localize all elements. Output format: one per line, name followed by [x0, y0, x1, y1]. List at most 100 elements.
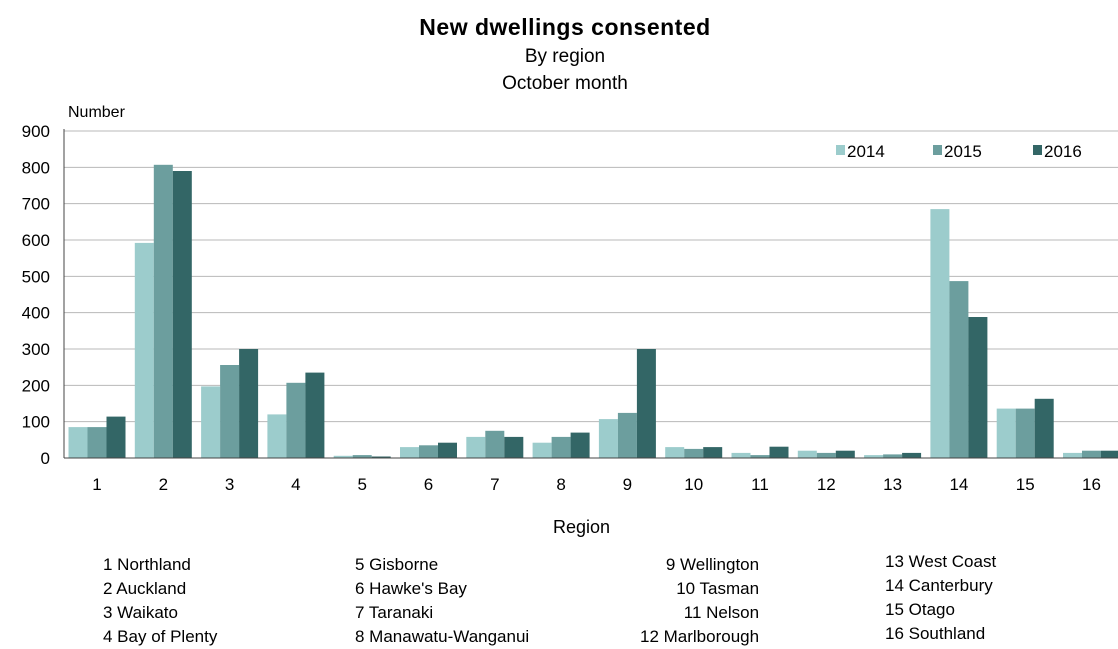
legend: 2014 2015 2016	[836, 142, 1082, 161]
legend-swatch-2014	[836, 145, 845, 155]
x-tick-label: 1	[92, 475, 101, 494]
bar-2015-region-8	[552, 437, 571, 458]
region-key-item: 3 Waikato	[103, 601, 217, 625]
bar-2016-region-3	[239, 349, 258, 458]
bar-2015-region-10	[684, 449, 703, 458]
y-tick-label: 700	[22, 195, 50, 214]
x-tick-label: 2	[159, 475, 168, 494]
legend-label-2016: 2016	[1044, 142, 1082, 161]
y-tick-label: 800	[22, 158, 50, 177]
y-tick-label: 900	[22, 122, 50, 141]
bar-series	[69, 165, 1118, 458]
bar-2016-region-13	[902, 453, 921, 458]
bar-2014-region-16	[1063, 453, 1082, 458]
bar-2016-region-8	[571, 433, 590, 458]
region-key-item: 10 Tasman	[640, 577, 759, 601]
bar-2014-region-2	[135, 243, 154, 458]
region-key-item: 1 Northland	[103, 553, 217, 577]
bar-2015-region-1	[88, 427, 107, 458]
legend-swatch-2016	[1033, 145, 1042, 155]
bar-2014-region-7	[466, 437, 485, 458]
region-key-item: 7 Taranaki	[355, 601, 529, 625]
x-tick-label: 14	[949, 475, 968, 494]
x-tick-label: 8	[556, 475, 565, 494]
legend-swatch-2015	[933, 145, 942, 155]
y-tick-label: 200	[22, 376, 50, 395]
bar-2016-region-6	[438, 443, 457, 458]
x-tick-label: 9	[623, 475, 632, 494]
bar-2014-region-12	[798, 451, 817, 458]
region-key-item: 15 Otago	[885, 598, 996, 622]
bar-2016-region-11	[770, 447, 789, 458]
bar-2015-region-4	[286, 383, 305, 458]
bar-2014-region-6	[400, 447, 419, 458]
x-tick-label: 4	[291, 475, 300, 494]
x-tick-label: 5	[357, 475, 366, 494]
bar-2016-region-4	[305, 373, 324, 458]
region-key-item: 13 West Coast	[885, 550, 996, 574]
x-tick-label: 15	[1016, 475, 1035, 494]
x-axis-label: Region	[553, 517, 610, 538]
bar-2014-region-11	[732, 453, 751, 458]
region-key-item: 4 Bay of Plenty	[103, 625, 217, 649]
x-tick-label: 6	[424, 475, 433, 494]
bar-2016-region-7	[504, 437, 523, 458]
bar-2015-region-6	[419, 445, 438, 458]
y-tick-label: 100	[22, 413, 50, 432]
bar-2016-region-9	[637, 349, 656, 458]
x-tick-label: 3	[225, 475, 234, 494]
bar-2015-region-9	[618, 413, 637, 458]
y-tick-label: 0	[41, 449, 50, 468]
bar-2015-region-12	[817, 453, 836, 458]
bar-2016-region-10	[703, 447, 722, 458]
bar-2016-region-2	[173, 171, 192, 458]
y-tick-label: 500	[22, 267, 50, 286]
x-tick-label: 10	[684, 475, 703, 494]
bar-2015-region-16	[1082, 451, 1101, 458]
bar-2016-region-14	[968, 317, 987, 458]
bar-2014-region-3	[201, 386, 220, 458]
bar-2015-region-14	[949, 281, 968, 458]
y-tick-label: 400	[22, 304, 50, 323]
bar-2016-region-1	[107, 417, 126, 458]
bar-2015-region-2	[154, 165, 173, 458]
x-tick-label: 13	[883, 475, 902, 494]
region-key-item: 16 Southland	[885, 622, 996, 646]
region-key-item: 8 Manawatu-Wanganui	[355, 625, 529, 649]
bar-2014-region-1	[69, 427, 88, 458]
region-key-item: 9 Wellington	[640, 553, 759, 577]
bar-2014-region-9	[599, 419, 618, 458]
legend-label-2014: 2014	[847, 142, 885, 161]
bar-2014-region-10	[665, 447, 684, 458]
x-tick-label: 12	[817, 475, 836, 494]
bar-2015-region-7	[485, 431, 504, 458]
region-key-item: 11 Nelson	[640, 601, 759, 625]
bar-2014-region-14	[930, 209, 949, 458]
x-tick-label: 7	[490, 475, 499, 494]
legend-label-2015: 2015	[944, 142, 982, 161]
bar-2016-region-16	[1101, 451, 1118, 458]
bar-2014-region-4	[267, 414, 286, 458]
x-tick-label: 11	[751, 475, 769, 494]
region-key-item: 14 Canterbury	[885, 574, 996, 598]
bar-2016-region-12	[836, 451, 855, 458]
y-tick-label: 600	[22, 231, 50, 250]
y-tick-label: 300	[22, 340, 50, 359]
bar-2014-region-15	[997, 409, 1016, 458]
bar-2015-region-13	[883, 454, 902, 458]
bar-2014-region-8	[533, 443, 552, 458]
bar-2015-region-15	[1016, 409, 1035, 458]
x-tick-label: 16	[1082, 475, 1101, 494]
region-key-item: 2 Auckland	[103, 577, 217, 601]
y-tick-labels: 0 100 200 300 400 500 600 700 800 900	[22, 122, 50, 468]
region-key-item: 5 Gisborne	[355, 553, 529, 577]
region-key-item: 12 Marlborough	[640, 625, 759, 649]
region-key-item: 6 Hawke's Bay	[355, 577, 529, 601]
bar-2016-region-15	[1035, 399, 1054, 458]
